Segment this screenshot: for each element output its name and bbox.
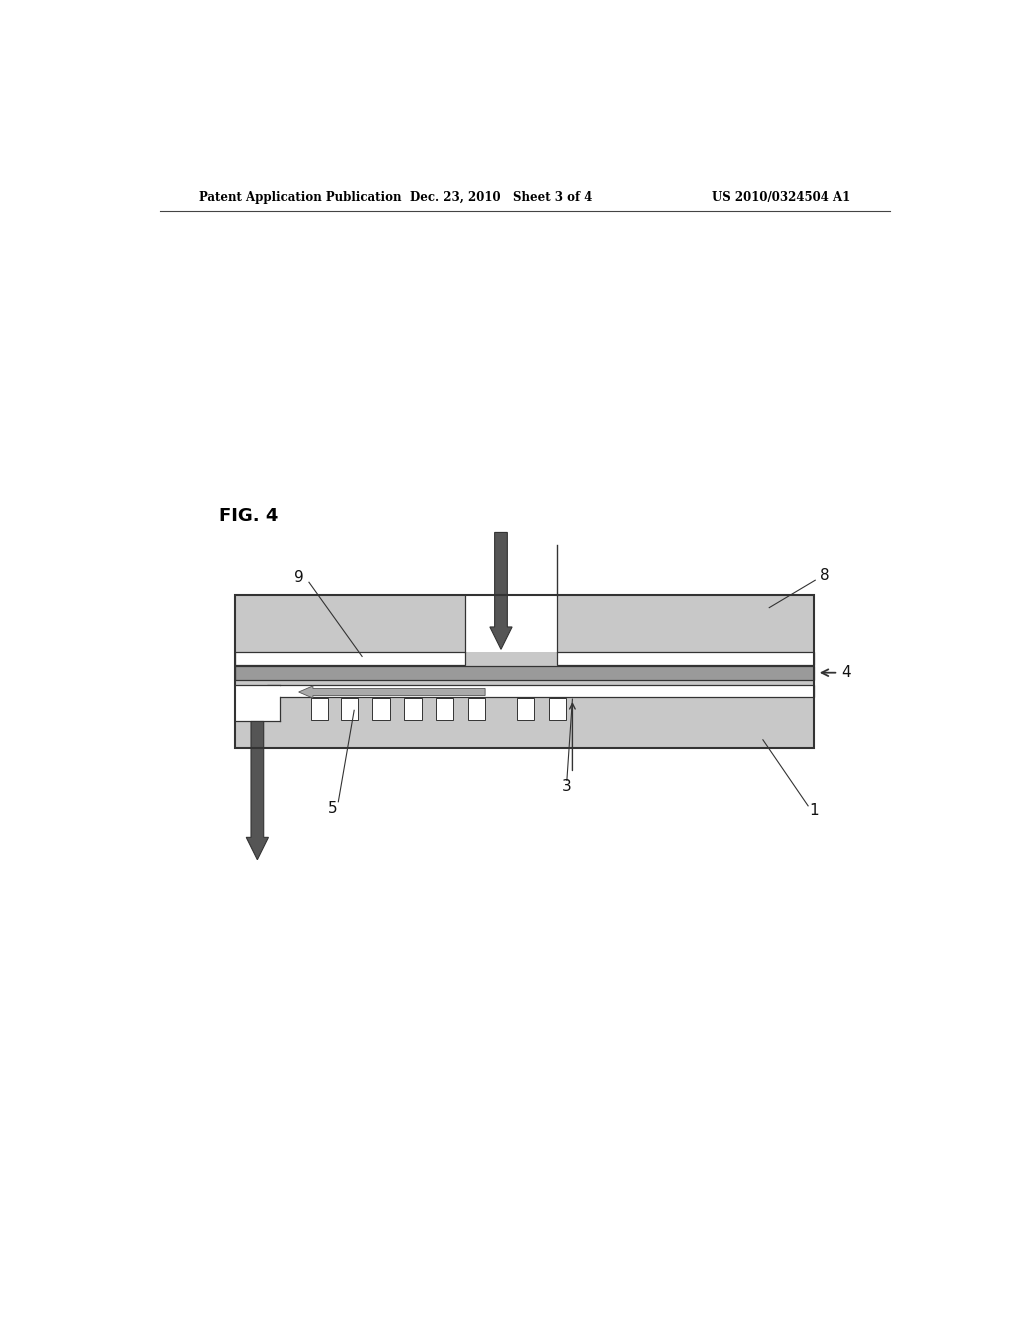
Bar bbox=[517, 698, 535, 721]
Bar bbox=[373, 698, 390, 721]
Text: 3: 3 bbox=[562, 779, 571, 795]
Text: US 2010/0324504 A1: US 2010/0324504 A1 bbox=[712, 190, 850, 203]
FancyArrow shape bbox=[246, 722, 268, 859]
Bar bbox=[236, 685, 281, 722]
Text: Patent Application Publication: Patent Application Publication bbox=[200, 190, 402, 203]
Text: 1: 1 bbox=[810, 804, 819, 818]
Text: 4: 4 bbox=[842, 665, 851, 680]
Text: 9: 9 bbox=[294, 570, 303, 585]
Bar bbox=[465, 595, 557, 652]
Bar bbox=[236, 680, 814, 748]
Bar bbox=[436, 698, 454, 721]
Bar bbox=[404, 698, 422, 721]
FancyArrow shape bbox=[489, 532, 512, 649]
Bar bbox=[557, 652, 814, 664]
Bar bbox=[310, 698, 328, 721]
FancyArrow shape bbox=[299, 686, 485, 698]
Bar bbox=[236, 652, 465, 664]
Text: FIG. 4: FIG. 4 bbox=[219, 507, 279, 525]
Bar bbox=[236, 595, 814, 665]
Bar bbox=[236, 665, 814, 680]
Text: Dec. 23, 2010   Sheet 3 of 4: Dec. 23, 2010 Sheet 3 of 4 bbox=[410, 190, 592, 203]
Text: 5: 5 bbox=[328, 801, 338, 816]
Bar bbox=[549, 698, 566, 721]
Text: 8: 8 bbox=[820, 568, 829, 582]
Bar bbox=[267, 685, 814, 697]
Bar bbox=[468, 698, 485, 721]
Bar bbox=[236, 595, 814, 748]
Bar bbox=[341, 698, 358, 721]
